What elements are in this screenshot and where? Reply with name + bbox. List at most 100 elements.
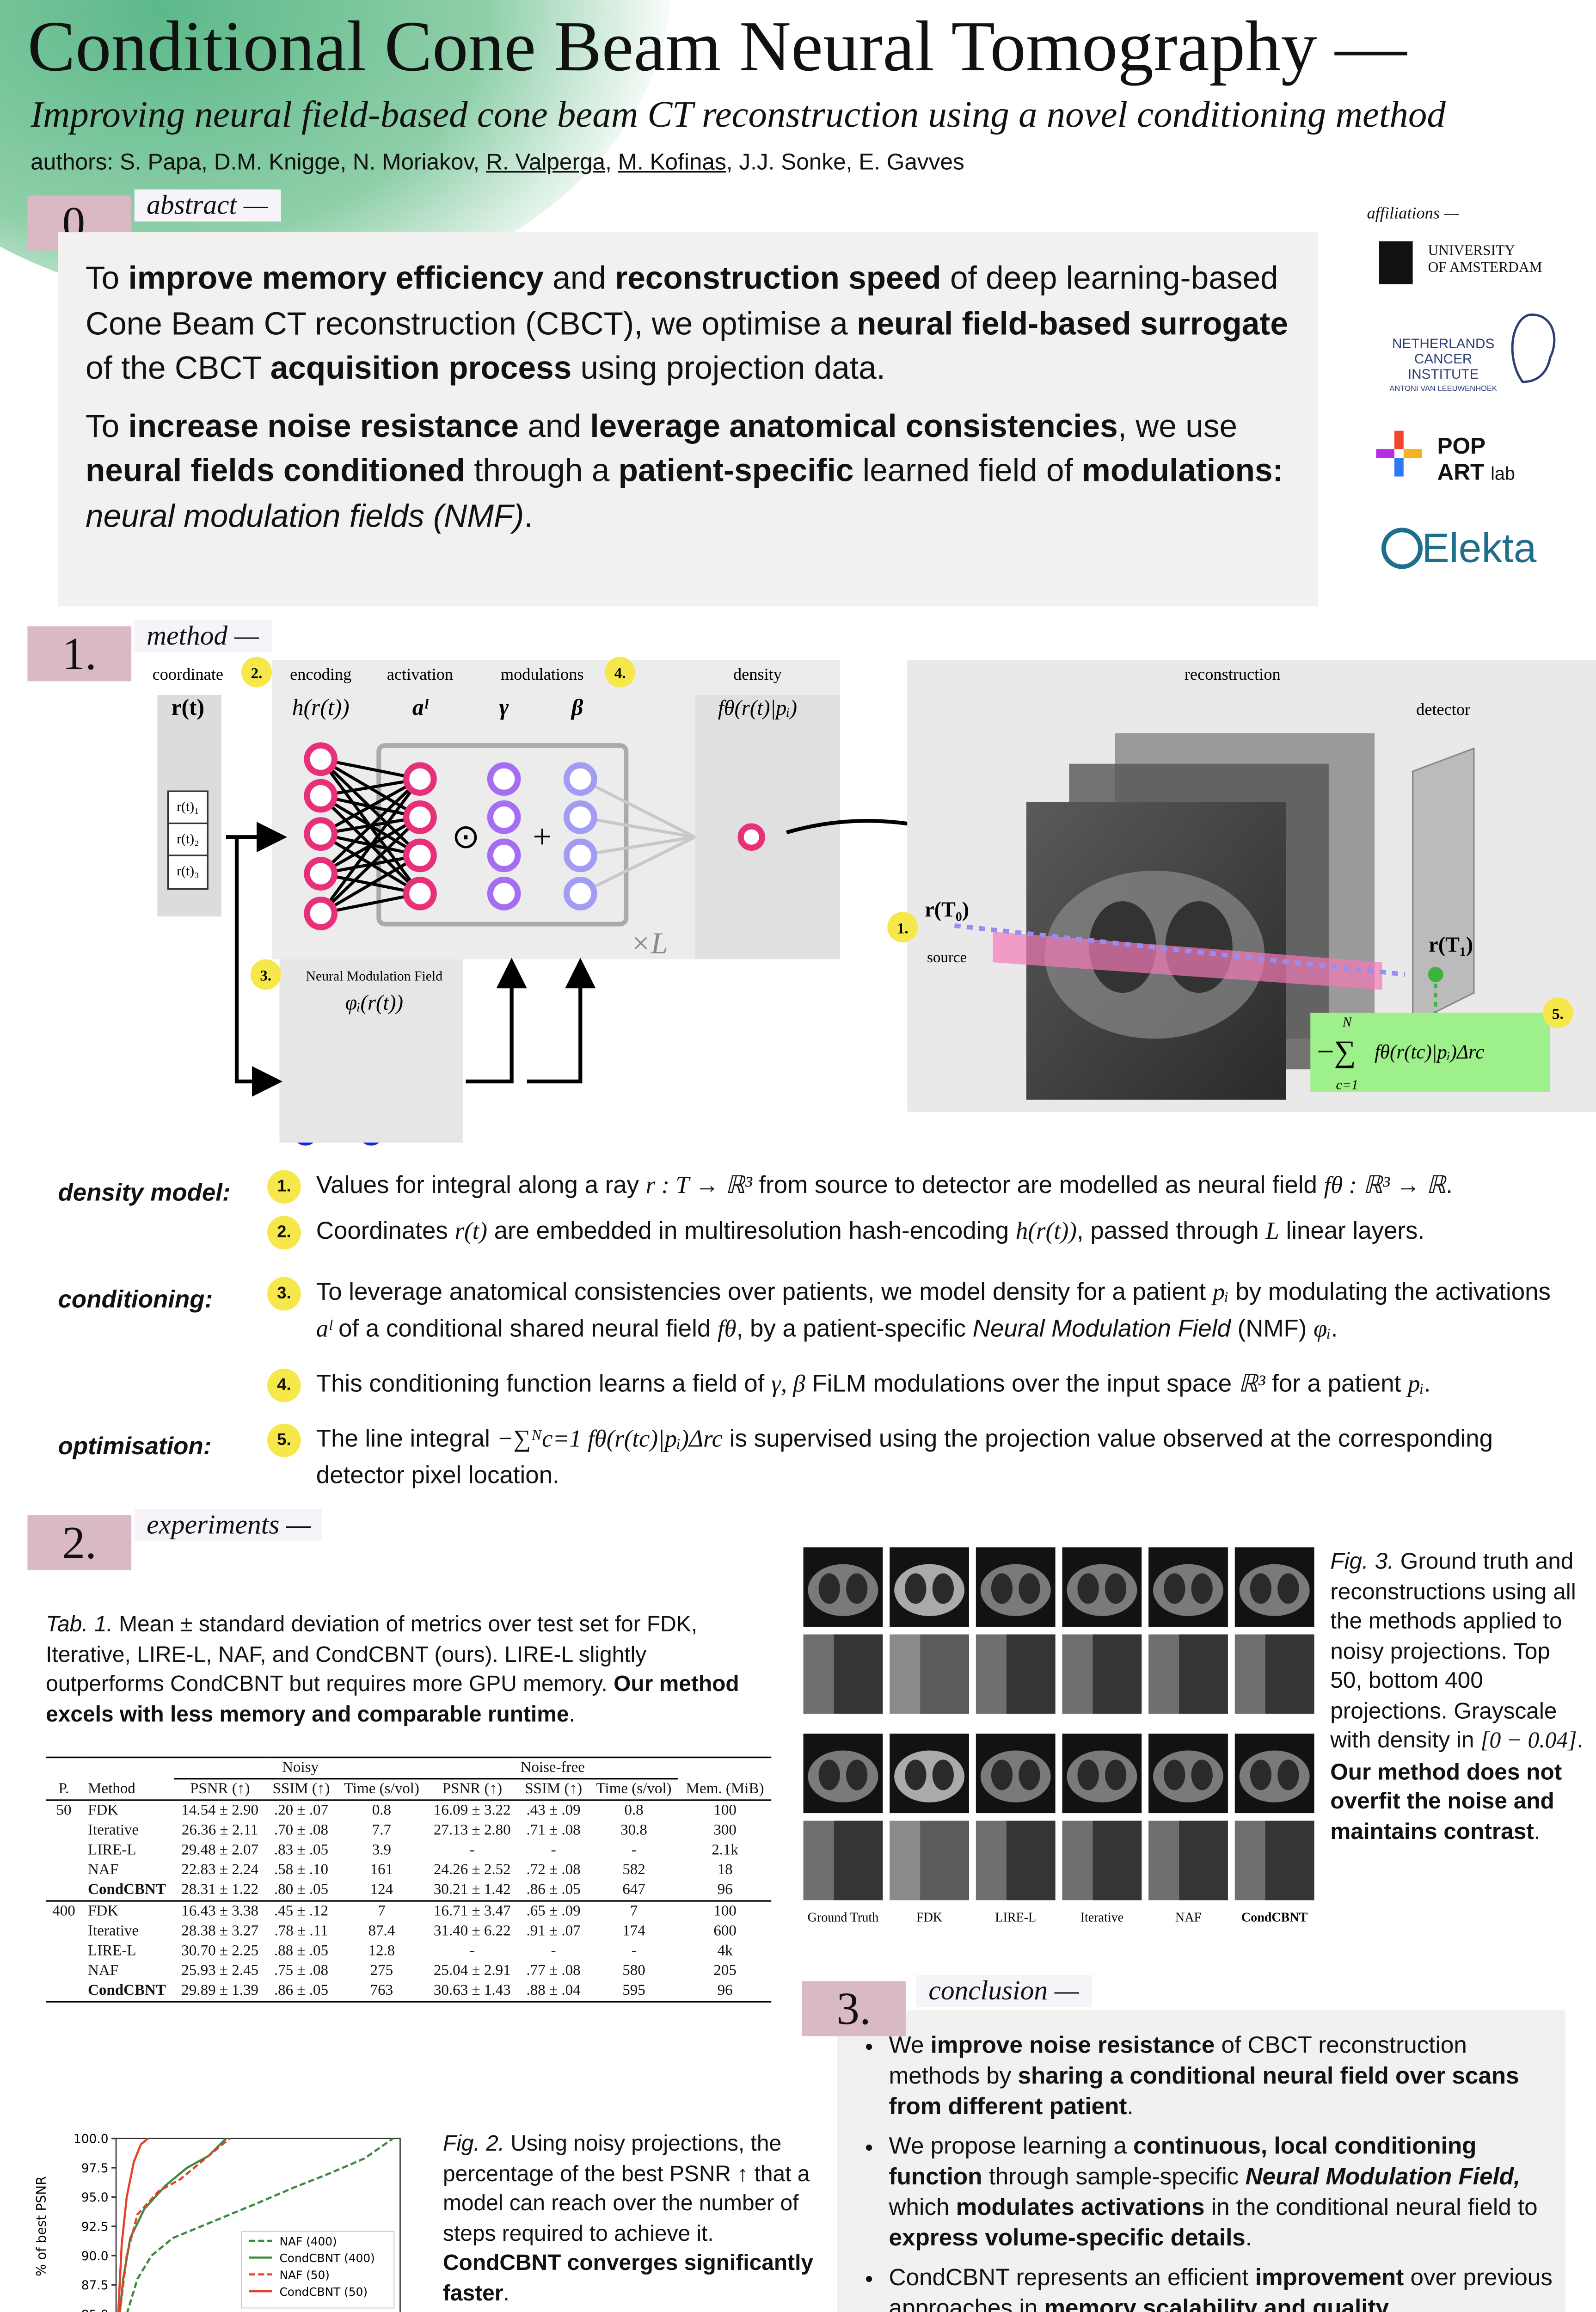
edge	[320, 892, 421, 915]
label: aˡ	[412, 695, 429, 720]
text-run: of deep learning-based Cone Beam CT reco…	[85, 261, 1278, 342]
table-cell: NAF	[88, 1862, 119, 1879]
column-label: FDK	[916, 1911, 942, 1925]
text-run: neural fields conditioned	[85, 454, 465, 489]
image-lung	[905, 1759, 927, 1790]
badge-circle	[605, 657, 636, 688]
table-cell: .58 ± .10	[274, 1862, 329, 1879]
conclusion-box	[837, 2010, 1565, 2312]
badge-circle	[887, 912, 918, 943]
text-run: [0 − 0.04]	[1480, 1729, 1577, 1754]
neuron	[304, 817, 338, 851]
column-header: SSIM (↑)	[272, 1781, 330, 1798]
integral-box	[1310, 1013, 1550, 1092]
image-body	[1239, 1564, 1310, 1616]
logo-text: CANCER	[1414, 351, 1473, 367]
label: h(r(t))	[292, 695, 350, 720]
column-header: SSIM (↑)	[525, 1781, 583, 1798]
table-cell: -	[631, 1842, 637, 1859]
text-run: CondCBNT represents an efficient	[889, 2265, 1255, 2292]
edge	[320, 777, 421, 836]
table-cell: 400	[52, 1903, 75, 1920]
header-row: P. Method PSNR (↑) SSIM (↑) Time (s/vol) PSNR…	[46, 1779, 772, 1800]
table-cell: .88 ± .04	[526, 1982, 581, 2000]
table-cell: .65 ± .09	[526, 1903, 581, 1920]
item-number: 5.	[267, 1423, 301, 1457]
table-cell: CondCBNT	[88, 1982, 166, 2000]
table-cell: FDK	[88, 1802, 119, 1820]
table-cell: 30.8	[620, 1822, 647, 1839]
table-caption: Tab. 1. Mean ± standard deviation of met…	[46, 1611, 749, 1731]
table-row: CondCBNT 29.89 ± 1.39 .86 ± .05 763 30.63 ± …	[46, 1981, 771, 2002]
bullet: CondCBNT represents an efficient improve…	[889, 2264, 1561, 2312]
table-cell: 300	[713, 1822, 737, 1839]
neuron	[563, 877, 597, 910]
table-cell: 100	[713, 1802, 737, 1820]
image-body	[1239, 1750, 1310, 1802]
table-cell: 16.71 ± 3.47	[433, 1903, 511, 1920]
image-lung	[1250, 1759, 1272, 1790]
table-cell: 96	[717, 1982, 733, 2000]
text-run: This conditioning function learns a fiel…	[316, 1371, 772, 1398]
table-cell: .45 ± .12	[274, 1903, 329, 1920]
column-group: Noisy	[174, 1757, 427, 1780]
image-lung	[1250, 1573, 1272, 1604]
table-cell: 4k	[717, 1943, 733, 1960]
table-cell: 7.7	[372, 1822, 392, 1839]
text-run: neural field-based surrogate	[857, 306, 1288, 342]
neuron	[403, 838, 437, 873]
table-cell: 30.21 ± 1.42	[433, 1882, 511, 1899]
image-detail	[1093, 1634, 1142, 1714]
image-lung	[932, 1759, 954, 1790]
text-run: learned field of	[853, 454, 1082, 489]
image-lung	[1019, 1759, 1040, 1790]
section-number: 1.	[27, 626, 132, 682]
image-detail	[1265, 1634, 1314, 1714]
text-run: express volume-specific details	[889, 2225, 1246, 2252]
table-row: 400 FDK 16.43 ± 3.38 .45 ± .12 7 16.71 ± 3.47…	[46, 1901, 772, 1922]
text-run: increase noise resistance	[128, 408, 519, 444]
uva-logo	[1379, 241, 1413, 284]
legend-label: NAF (400)	[280, 2235, 337, 2248]
image-body	[1067, 1750, 1137, 1802]
text-run: sharing a conditional neural field over …	[889, 2063, 1519, 2121]
label: density	[733, 665, 782, 683]
text-run: .	[1389, 2295, 1396, 2312]
panel	[695, 695, 840, 959]
text-run: improvement	[1255, 2265, 1404, 2292]
image-lung	[818, 1573, 840, 1604]
text-run: through a	[465, 454, 619, 489]
item-text: Values for integral along a ray r : T → …	[316, 1168, 1565, 1205]
text-run: which	[889, 2195, 956, 2221]
table-row: Iterative 28.38 ± 3.27 .78 ± .11 87.4 31.40 …	[46, 1922, 771, 1942]
image-detail	[920, 1820, 969, 1900]
label: ×L	[630, 926, 668, 960]
neuron	[563, 838, 597, 873]
column-header: Time (s/vol)	[596, 1781, 672, 1798]
badge-label: 3.	[260, 968, 271, 984]
table-cell: 595	[622, 1982, 645, 2000]
table-cell: 600	[713, 1923, 737, 1940]
table-cell: Iterative	[88, 1822, 139, 1839]
label: c=1	[1336, 1077, 1358, 1092]
neuron	[403, 877, 437, 910]
text-run: linear layers.	[1279, 1219, 1425, 1245]
table-cell: 26.36 ± 2.11	[181, 1822, 258, 1839]
table-cell: 582	[622, 1862, 645, 1879]
table-row: Iterative 26.36 ± 2.11 .70 ± .08 7.7 27.13 ±…	[46, 1821, 771, 1841]
label: source	[927, 949, 967, 966]
detector-point	[1428, 967, 1443, 983]
table-row: NAF 22.83 ± 2.24 .58 ± .10 161 24.26 ± 2.52.…	[46, 1860, 771, 1880]
text-run: are embedded in multiresolution hash-enc…	[487, 1219, 1016, 1245]
text-run: leverage anatomical consistencies	[590, 408, 1118, 444]
text-run: over previous approaches in	[889, 2265, 1553, 2312]
table-cell: 18	[717, 1862, 733, 1879]
text-run: Our method does not overfit the noise an…	[1330, 1759, 1562, 1845]
label: −∑	[1317, 1035, 1356, 1069]
text-run: .	[1534, 1818, 1541, 1845]
text-run: We propose learning a	[889, 2134, 1134, 2160]
text-run: modulates activations	[956, 2195, 1205, 2221]
bullet: We improve noise resistance of CBCT reco…	[889, 2031, 1561, 2123]
text-run: L	[1265, 1219, 1279, 1245]
